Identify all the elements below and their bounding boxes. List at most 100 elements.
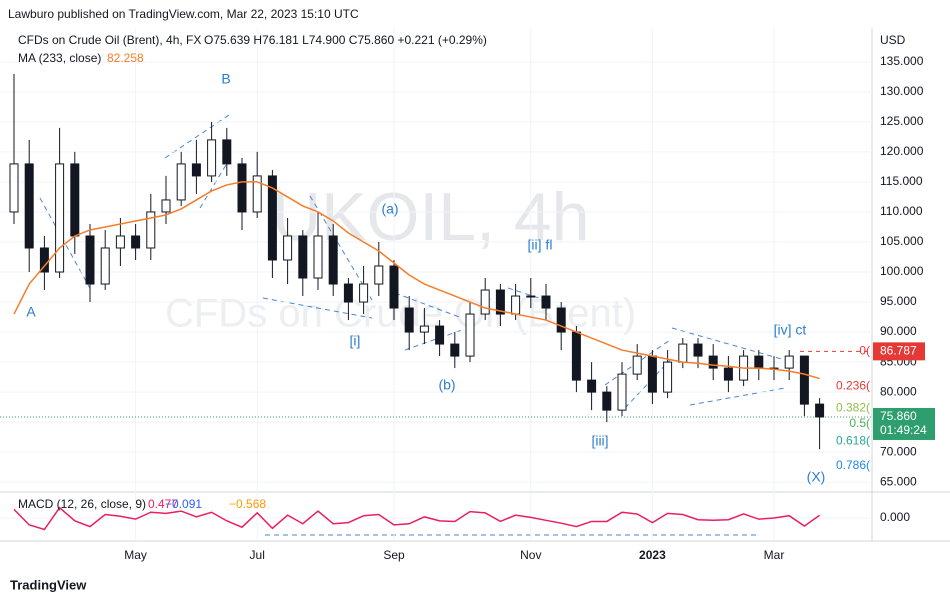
candle-body [176,163,186,201]
wave-label: [iii] [591,433,608,449]
macd-tick-label: 0.000 [880,510,910,524]
macd-readout: 0.477 [148,497,178,511]
candle-body [39,247,49,273]
y-tick-label: 65.000 [880,474,917,488]
x-tick-label: Nov [520,548,541,562]
candle-body [556,307,566,333]
candle-body [495,289,505,315]
candle-body [191,163,201,177]
candle-body [267,175,277,261]
candle-body [374,265,384,285]
wave-label: (X) [807,469,826,485]
trendline [394,292,463,351]
candle-body [465,313,475,357]
candle-body [602,391,612,411]
candle-body [146,211,156,249]
y-tick-label: 135.000 [880,54,924,68]
candle-body [343,283,353,303]
fib-label: 0.5( [849,416,870,430]
y-tick-label: 105.000 [880,234,924,248]
wave-label: (b) [438,377,455,393]
candle-body [693,343,703,357]
candle-body [754,355,764,369]
candle-body [298,235,308,279]
y-tick-label: 125.000 [880,114,924,128]
currency-label: USD [880,33,906,47]
wave-label: A [26,304,36,320]
candle-body [815,403,825,418]
candle-body [313,235,323,279]
legend-ma-value: 82.258 [107,51,144,65]
y-tick-label: 100.000 [880,264,924,278]
indicator-line [13,506,821,531]
candle-body [70,163,80,237]
candle-body [131,235,141,249]
fib-label: 0.618( [836,434,870,448]
x-tick-label: 2023 [639,548,666,562]
candle-body [161,199,171,213]
fib-label: 0.382( [836,401,870,415]
fib-label: 0( [859,344,870,358]
y-tick-label: 70.000 [880,444,917,458]
candle-body [359,283,369,303]
macd-title: MACD (12, 26, close, 9) [18,497,146,511]
wave-label: (a) [381,201,398,217]
countdown-label: 01:49:24 [880,423,927,437]
candle-body [587,379,597,393]
fib-label: 0.236( [836,378,870,392]
y-tick-label: 110.000 [880,204,923,218]
candle-body [723,367,733,381]
footer-logo: TradingView [10,577,87,592]
candle-body [222,139,232,165]
x-tick-label: Mar [764,548,785,562]
candle-body [9,163,19,213]
candle-body [571,331,581,381]
y-tick-label: 90.000 [880,324,917,338]
publish-note: Lawburo published on TradingView.com, Ma… [8,7,359,21]
candle-body [435,325,445,345]
level-price-tag [873,342,925,361]
y-tick-label: 95.000 [880,294,917,308]
candle-body [252,175,262,213]
macd-readout: −0.568 [229,497,266,511]
candle-body [237,163,247,213]
candle-body [404,307,414,333]
y-tick-label: 80.000 [880,384,917,398]
candle-body [85,235,95,285]
candle-body [55,163,65,273]
candle-body [541,295,551,309]
candle-body [24,163,34,249]
candle-body [100,247,110,285]
candle-body [511,295,521,315]
candle-body [663,361,673,393]
wave-label: [iv] ct [774,322,807,338]
wave-label: B [221,71,230,87]
candle-body [450,343,460,357]
candle-body [389,265,399,309]
candle-body [207,139,217,177]
candle-body [799,355,809,405]
ohlc-readout: O75.639 H76.181 L74.900 C75.860 +0.221 (… [204,33,487,47]
candle-body [328,235,338,285]
candle-body [480,289,490,315]
last-price-label: 75.860 [880,409,917,423]
candle-body [678,343,688,363]
trendline [507,287,546,301]
x-tick-label: Jul [250,548,265,562]
symbol-title: CFDs on Crude Oil (Brent), 4h, FX [18,33,201,47]
candle-body [115,235,125,249]
trendline [671,327,786,406]
level-price-label: 86.787 [880,344,917,358]
x-tick-label: Sep [383,548,405,562]
candle-body [419,325,429,333]
candle-body [708,355,718,369]
x-tick-label: May [124,548,147,562]
candle-body [283,235,293,261]
wave-label: [i] [350,333,361,349]
candle-body [632,355,642,375]
last-price-tag [873,407,935,440]
candle-body [784,355,794,369]
candle-body [617,373,627,411]
fib-label: 0.786( [836,458,870,472]
